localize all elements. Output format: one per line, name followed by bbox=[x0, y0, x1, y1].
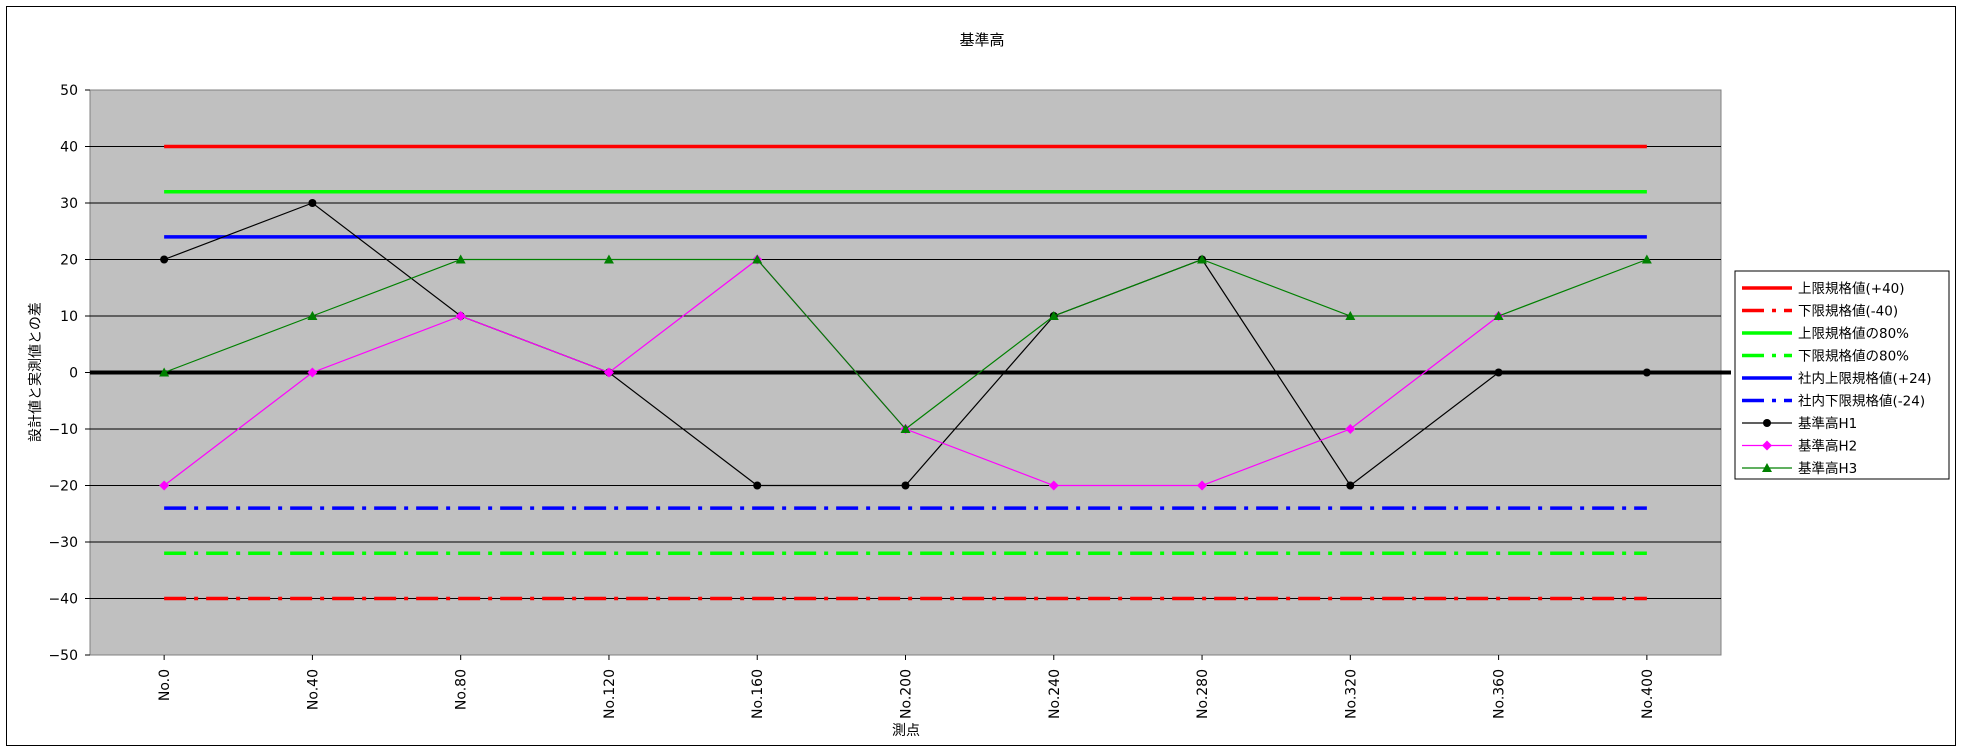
legend-label: 上限規格値(+40) bbox=[1798, 281, 1905, 297]
data-point bbox=[1197, 480, 1208, 491]
legend-marker bbox=[1762, 440, 1772, 451]
y-axis-label: 設計値と実測値との差 bbox=[28, 302, 44, 442]
x-tick-label: No.240 bbox=[1047, 669, 1063, 719]
data-point bbox=[455, 254, 466, 264]
legend-label: 下限規格値の80% bbox=[1798, 349, 1909, 365]
y-tick-label: −40 bbox=[48, 592, 78, 608]
data-point bbox=[900, 424, 911, 433]
legend: 上限規格値(+40) 下限規格値(-40) 上限規格値の80% 下限規格値の80% 社内… bbox=[1734, 270, 1950, 480]
x-tick-label: No.360 bbox=[1492, 669, 1508, 719]
data-point bbox=[901, 481, 910, 490]
data-point bbox=[1641, 254, 1652, 264]
data-point bbox=[1345, 424, 1356, 434]
x-tick-labels: No.0 No.40 No.80 No.120 No.160 No.200 No.240 No… bbox=[157, 669, 1656, 719]
y-tick-label: −20 bbox=[48, 479, 78, 495]
data-point bbox=[753, 481, 762, 490]
legend-item: 基準高H3 bbox=[1742, 460, 1857, 477]
data-point bbox=[752, 254, 763, 264]
legend-label: 基準高H1 bbox=[1798, 415, 1857, 432]
data-point bbox=[1197, 254, 1208, 264]
chart-svg: 基準高 50 40 30 20 10 0 −10 −20 −30 −40 −50 No.0 No.40… bbox=[28, 31, 1950, 739]
x-tick-label: No.160 bbox=[750, 669, 766, 719]
legend-item: 上限規格値の80% bbox=[1742, 326, 1909, 342]
series-layer bbox=[159, 144, 1652, 601]
y-tick-labels: 50 40 30 20 10 0 −10 −20 −30 −40 −50 bbox=[48, 83, 78, 664]
series-9 bbox=[159, 254, 1652, 433]
x-tick-label: No.320 bbox=[1343, 669, 1359, 719]
data-point bbox=[160, 255, 169, 264]
data-point bbox=[603, 254, 614, 264]
chart-frame: 基準高 50 40 30 20 10 0 −10 −20 −30 −40 −50 No.0 No.40… bbox=[6, 6, 1956, 746]
data-point bbox=[308, 199, 317, 207]
legend-label: 下限規格値(-40) bbox=[1798, 304, 1898, 320]
data-point bbox=[1048, 480, 1059, 491]
y-tick-label: −10 bbox=[48, 422, 78, 438]
y-tick-label: −30 bbox=[48, 535, 78, 551]
data-point bbox=[1345, 311, 1356, 320]
x-tick-label: No.280 bbox=[1195, 669, 1211, 719]
y-tick-label: 10 bbox=[60, 309, 78, 325]
data-point bbox=[307, 311, 318, 320]
legend-item: 社内下限規格値(-24) bbox=[1742, 394, 1925, 410]
y-tick-label: 20 bbox=[60, 253, 78, 269]
x-tick-label: No.120 bbox=[602, 669, 618, 719]
legend-label: 基準高H2 bbox=[1798, 438, 1857, 455]
x-tick-label: No.80 bbox=[454, 669, 470, 710]
chart-title: 基準高 bbox=[959, 31, 1004, 49]
legend-item: 上限規格値(+40) bbox=[1742, 281, 1905, 297]
data-point bbox=[1346, 481, 1355, 490]
x-axis-label: 測点 bbox=[892, 723, 920, 739]
x-tick-label: No.40 bbox=[305, 669, 321, 710]
legend-item: 基準高H2 bbox=[1742, 438, 1857, 455]
x-tick-label: No.200 bbox=[899, 669, 915, 719]
legend-marker bbox=[1763, 419, 1771, 427]
data-point bbox=[159, 367, 170, 377]
data-point bbox=[603, 367, 614, 378]
legend-item: 社内上限規格値(+24) bbox=[1742, 371, 1932, 387]
legend-label: 社内上限規格値(+24) bbox=[1798, 371, 1932, 387]
legend-label: 基準高H3 bbox=[1798, 460, 1857, 477]
y-tick-label: 30 bbox=[60, 196, 78, 212]
legend-marker bbox=[1762, 463, 1772, 472]
legend-item: 下限規格値の80% bbox=[1742, 349, 1909, 365]
legend-item: 下限規格値(-40) bbox=[1742, 304, 1898, 320]
legend-label: 社内下限規格値(-24) bbox=[1798, 394, 1925, 410]
y-tick-label: 40 bbox=[60, 140, 78, 156]
data-point bbox=[1494, 368, 1503, 377]
legend-item: 基準高H1 bbox=[1742, 415, 1857, 432]
data-point bbox=[1048, 311, 1059, 320]
y-tick-label: 50 bbox=[60, 83, 78, 99]
data-point bbox=[159, 480, 170, 491]
x-tick-label: No.0 bbox=[157, 669, 173, 701]
data-point bbox=[455, 311, 466, 321]
y-tick-label: 0 bbox=[69, 366, 78, 382]
y-tick-label: −50 bbox=[48, 648, 78, 664]
data-point bbox=[1493, 311, 1504, 320]
data-point bbox=[1642, 368, 1651, 377]
data-point bbox=[307, 367, 318, 378]
legend-label: 上限規格値の80% bbox=[1798, 326, 1909, 342]
x-tick-label: No.400 bbox=[1640, 669, 1656, 719]
